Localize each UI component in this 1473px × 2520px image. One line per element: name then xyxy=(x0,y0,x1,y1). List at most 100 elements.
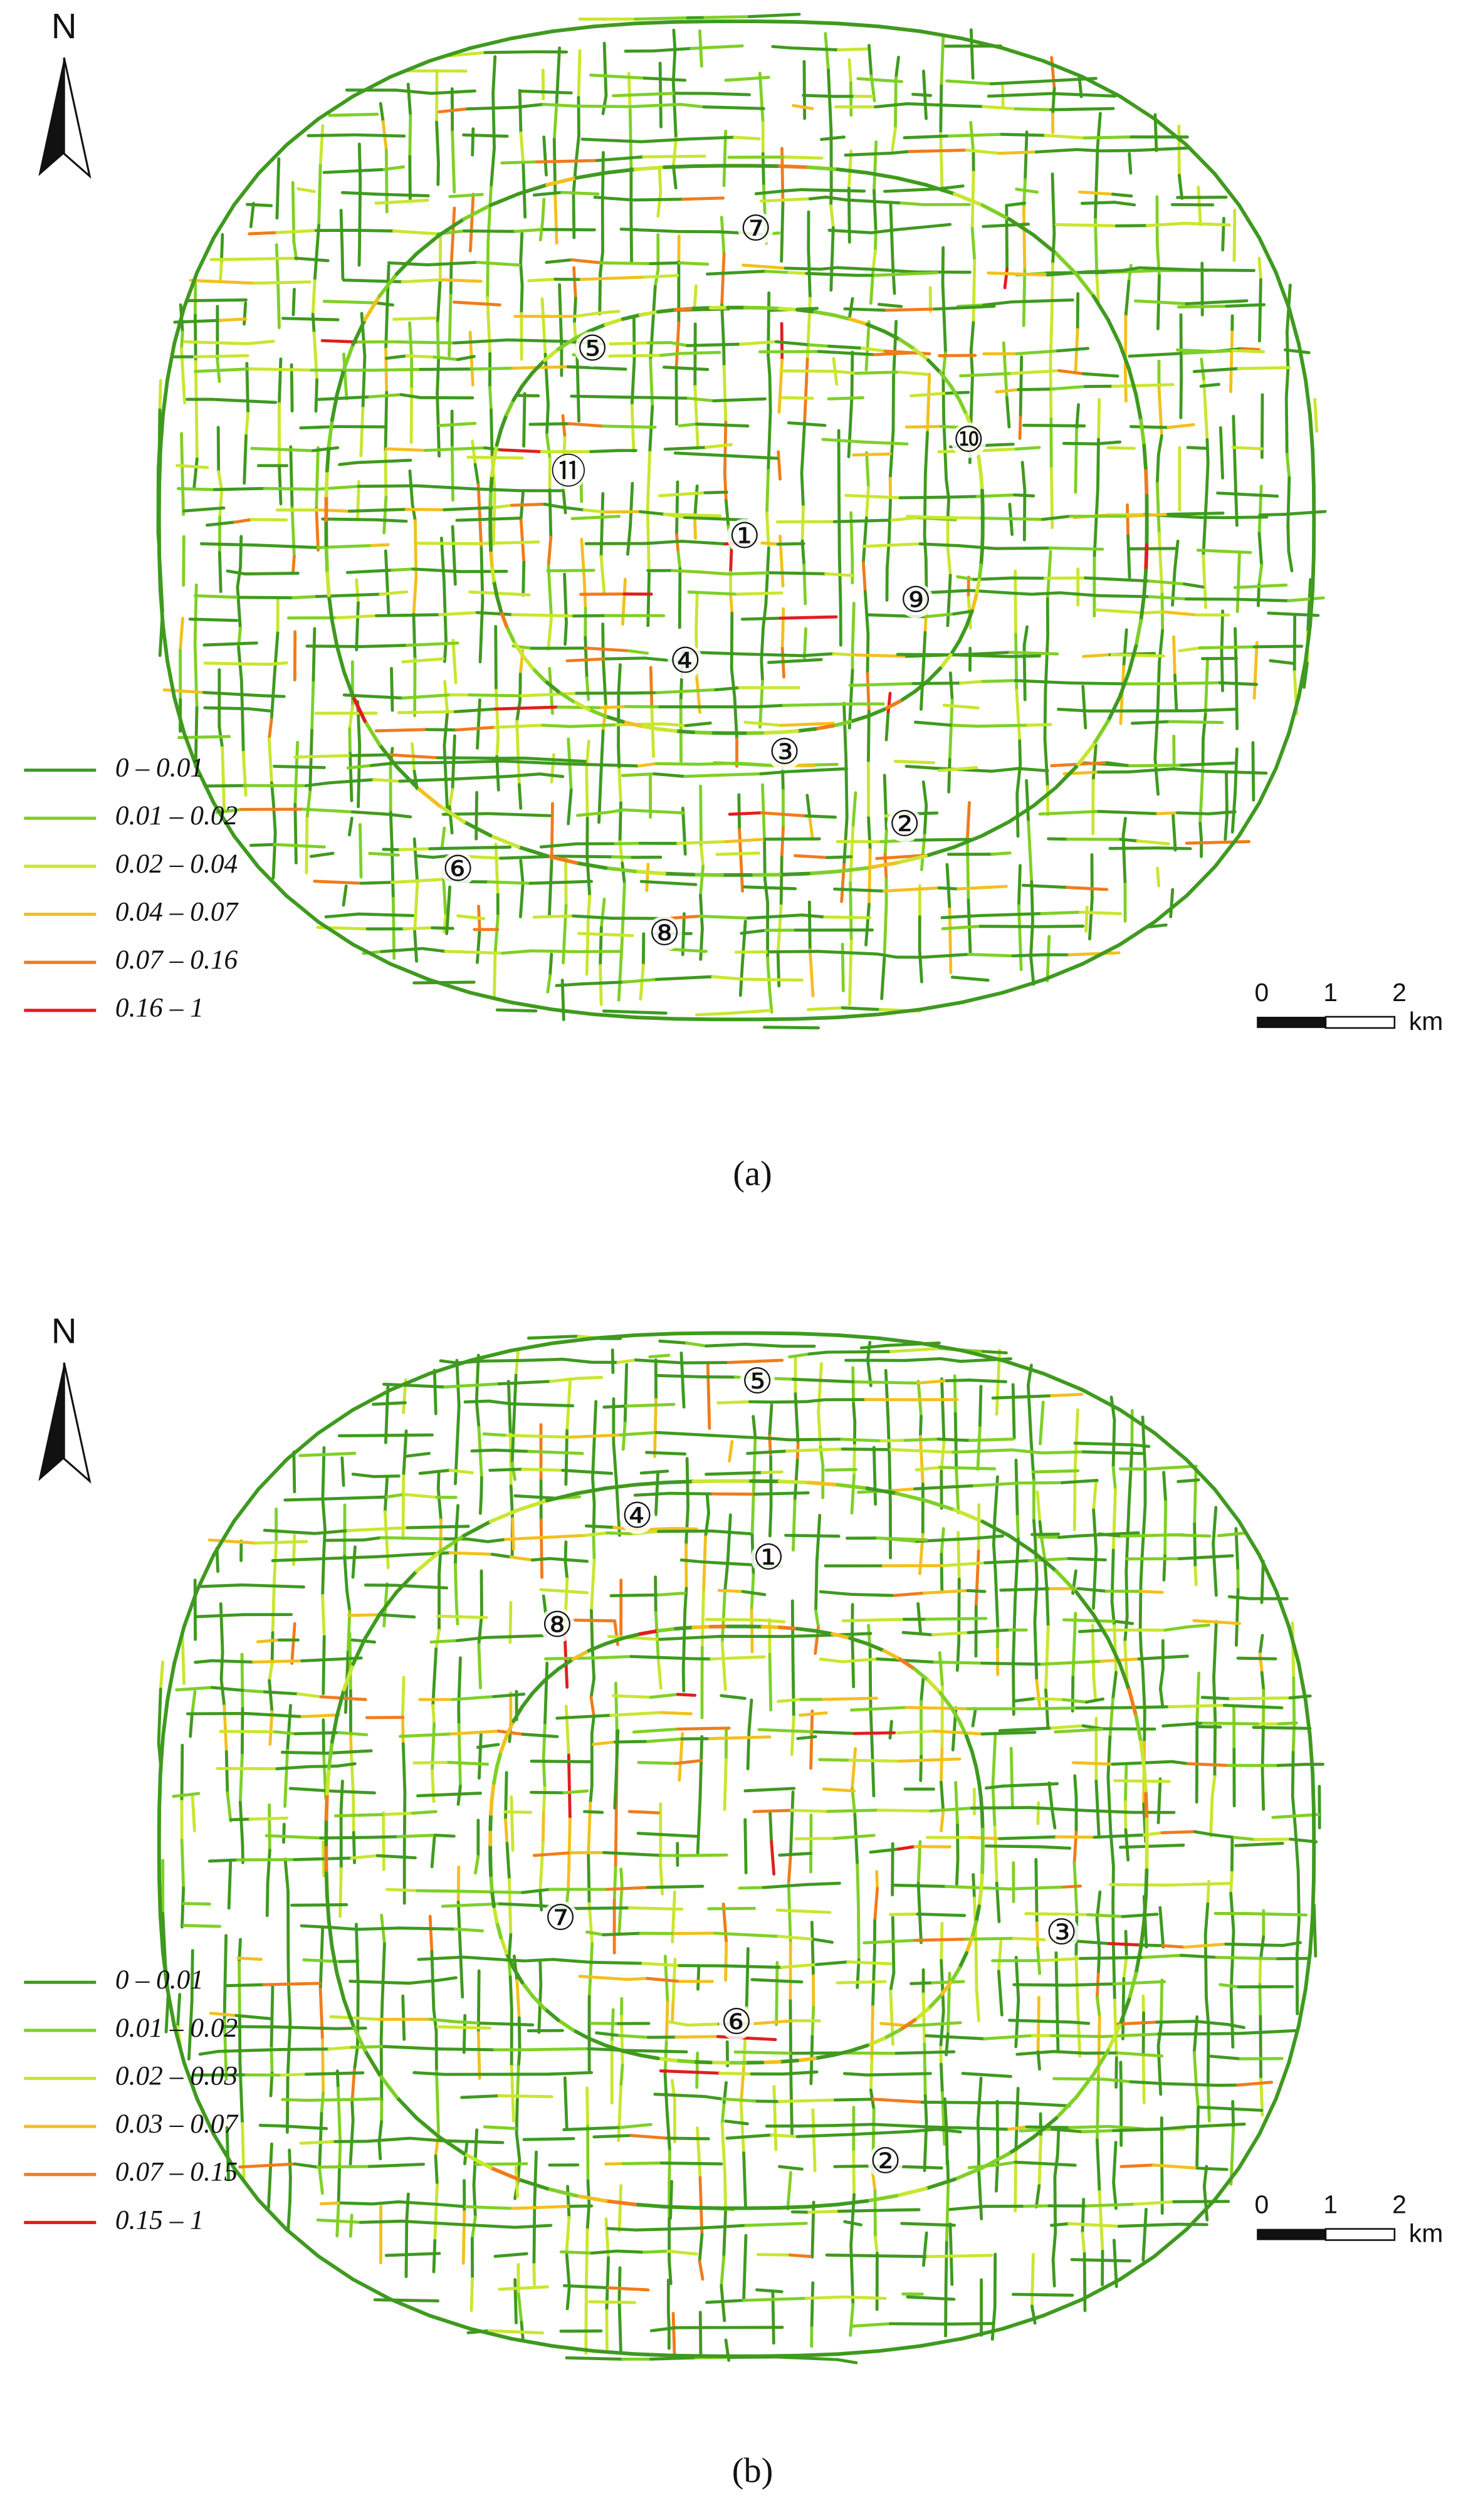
road xyxy=(940,1809,945,1833)
road xyxy=(1145,1464,1198,1471)
road xyxy=(664,947,708,953)
road xyxy=(173,318,222,324)
road xyxy=(202,643,228,647)
road xyxy=(538,1958,543,1986)
road xyxy=(1210,1833,1236,1839)
north-arrow-right xyxy=(63,1362,92,1484)
road xyxy=(956,575,976,581)
road xyxy=(357,142,362,182)
road xyxy=(472,2128,479,2187)
road xyxy=(1111,383,1175,388)
road xyxy=(318,1926,325,1991)
road xyxy=(408,114,412,159)
road xyxy=(744,1342,785,1348)
road xyxy=(958,544,997,550)
ring-road xyxy=(488,1857,493,1877)
ring-road xyxy=(898,1657,917,1671)
ring-road xyxy=(1308,413,1315,453)
road xyxy=(288,2175,292,2203)
ring-road xyxy=(414,1550,441,1573)
road xyxy=(203,661,270,666)
road xyxy=(224,641,258,646)
road xyxy=(1286,523,1291,554)
road xyxy=(513,228,545,233)
road xyxy=(545,258,574,264)
road xyxy=(310,681,315,732)
ring-road xyxy=(545,1491,579,1503)
road xyxy=(1183,2123,1246,2129)
road xyxy=(391,567,415,572)
road xyxy=(705,443,733,449)
road xyxy=(234,2013,272,2020)
road xyxy=(629,209,633,263)
ring-road xyxy=(1287,2024,1301,2065)
road xyxy=(355,601,360,652)
road xyxy=(889,1347,941,1353)
road xyxy=(1172,767,1207,773)
road xyxy=(742,885,797,891)
road xyxy=(564,1560,569,1581)
ring-road xyxy=(516,2177,549,2191)
road xyxy=(916,1602,922,1634)
road xyxy=(380,947,424,953)
road xyxy=(493,705,560,711)
road xyxy=(1022,268,1027,327)
road xyxy=(824,195,848,202)
road xyxy=(219,1677,226,1708)
road xyxy=(1085,1697,1105,1704)
road xyxy=(771,45,793,50)
road xyxy=(703,15,751,19)
ring-road xyxy=(938,653,953,670)
road xyxy=(226,1791,233,1823)
ring-road xyxy=(1212,2166,1241,2202)
road xyxy=(947,757,951,794)
road xyxy=(1009,1746,1014,1810)
road xyxy=(780,826,785,859)
road xyxy=(704,1511,710,1539)
road xyxy=(490,146,496,189)
ring-road xyxy=(938,1980,953,1998)
road xyxy=(321,1593,326,1639)
road xyxy=(992,1543,997,1572)
road xyxy=(411,1551,452,1557)
road xyxy=(777,1935,815,1941)
road xyxy=(974,1550,980,1609)
road xyxy=(1234,672,1239,730)
road xyxy=(385,354,409,360)
road xyxy=(980,1661,1044,1666)
road xyxy=(476,2030,481,2080)
road xyxy=(953,1412,958,1473)
road xyxy=(889,150,911,155)
road xyxy=(795,2133,852,2138)
ring-road xyxy=(1054,765,1079,789)
road xyxy=(557,705,603,710)
road xyxy=(730,611,734,671)
road xyxy=(179,616,184,652)
ring-road xyxy=(633,165,666,172)
road xyxy=(1019,2128,1054,2133)
road xyxy=(643,539,683,545)
road xyxy=(1095,275,1100,303)
road xyxy=(686,396,716,402)
ring-road xyxy=(1153,117,1188,147)
road xyxy=(421,947,448,953)
road xyxy=(860,346,887,353)
road xyxy=(1237,366,1291,370)
road xyxy=(386,812,412,819)
road xyxy=(1056,347,1089,353)
road xyxy=(532,2263,536,2287)
road xyxy=(617,767,622,805)
road xyxy=(866,710,871,765)
road xyxy=(614,1729,620,1778)
road xyxy=(832,1834,876,1840)
road xyxy=(276,278,281,330)
road xyxy=(451,1695,496,1701)
road xyxy=(733,135,761,140)
road xyxy=(411,1810,438,1815)
road xyxy=(543,1661,549,1727)
road xyxy=(1162,2082,1219,2087)
road xyxy=(1068,681,1128,686)
road xyxy=(790,1809,829,1813)
road xyxy=(891,1916,896,1975)
ring-road xyxy=(509,2336,555,2348)
